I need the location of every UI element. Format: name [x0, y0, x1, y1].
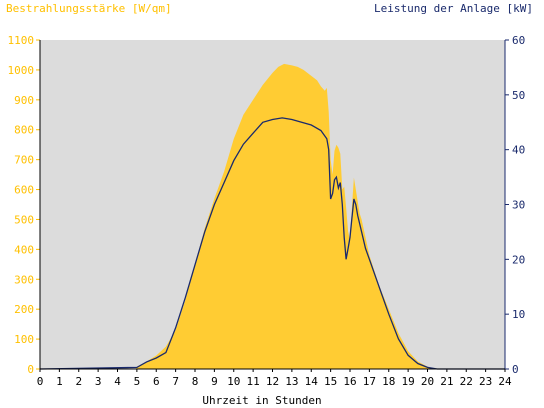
- x-tick-label: 15: [324, 375, 337, 388]
- x-tick-label: 23: [479, 375, 492, 388]
- x-tick-label: 3: [95, 375, 102, 388]
- left-tick-label: 400: [14, 243, 34, 256]
- series-layer: [39, 63, 505, 370]
- x-tick-label: 17: [363, 375, 376, 388]
- left-tick-label: 1100: [8, 34, 35, 47]
- x-tick-label: 13: [285, 375, 298, 388]
- x-tick-label: 0: [37, 375, 44, 388]
- right-axis-title: Leistung der Anlage [kW]: [374, 2, 533, 15]
- x-tick-label: 14: [305, 375, 319, 388]
- x-tick-label: 5: [134, 375, 141, 388]
- x-tick-label: 1: [56, 375, 63, 388]
- x-tick-label: 4: [114, 375, 121, 388]
- left-tick-label: 1000: [8, 64, 35, 77]
- left-tick-label: 100: [14, 333, 34, 346]
- x-tick-label: 6: [153, 375, 160, 388]
- x-axis-ticks: 0 1 2 3 4 5 6 7 8 9 10 11 12 13 14 15 16 17 18 19 20 21 22 23 24: [37, 369, 512, 388]
- left-tick-label: 0: [27, 363, 34, 376]
- left-axis-title: Bestrahlungsstärke [W/qm]: [6, 2, 172, 15]
- right-tick-label: 30: [512, 199, 525, 212]
- right-axis-ticks: 0 10 20 30 40 50 60: [505, 34, 525, 376]
- x-tick-label: 19: [402, 375, 415, 388]
- x-tick-label: 20: [421, 375, 434, 388]
- x-tick-label: 21: [440, 375, 453, 388]
- x-tick-label: 8: [192, 375, 199, 388]
- left-tick-label: 700: [14, 154, 34, 167]
- x-tick-label: 16: [343, 375, 356, 388]
- irradiance-area: [40, 63, 505, 370]
- left-axis-ticks: 0 100 200 300 400 500 600 700 800 900 1000 1100: [8, 34, 40, 376]
- right-tick-label: 60: [512, 34, 525, 47]
- power-line: [39, 117, 505, 370]
- x-tick-label: 9: [211, 375, 218, 388]
- x-tick-label: 10: [227, 375, 240, 388]
- x-tick-label: 24: [498, 375, 512, 388]
- x-tick-label: 2: [75, 375, 82, 388]
- right-tick-label: 40: [512, 144, 525, 157]
- left-tick-label: 200: [14, 303, 34, 316]
- right-tick-label: 20: [512, 253, 525, 266]
- x-tick-label: 18: [382, 375, 395, 388]
- right-tick-label: 10: [512, 308, 525, 321]
- x-tick-label: 22: [460, 375, 473, 388]
- right-tick-label: 50: [512, 89, 525, 102]
- x-tick-label: 7: [172, 375, 179, 388]
- x-axis-title: Uhrzeit in Stunden: [202, 394, 321, 407]
- x-tick-label: 12: [266, 375, 279, 388]
- left-tick-label: 800: [14, 124, 34, 137]
- left-tick-label: 300: [14, 273, 34, 286]
- left-tick-label: 900: [14, 94, 34, 107]
- left-tick-label: 500: [14, 213, 34, 226]
- x-tick-label: 11: [247, 375, 260, 388]
- right-tick-label: 0: [512, 363, 519, 376]
- left-tick-label: 600: [14, 184, 34, 197]
